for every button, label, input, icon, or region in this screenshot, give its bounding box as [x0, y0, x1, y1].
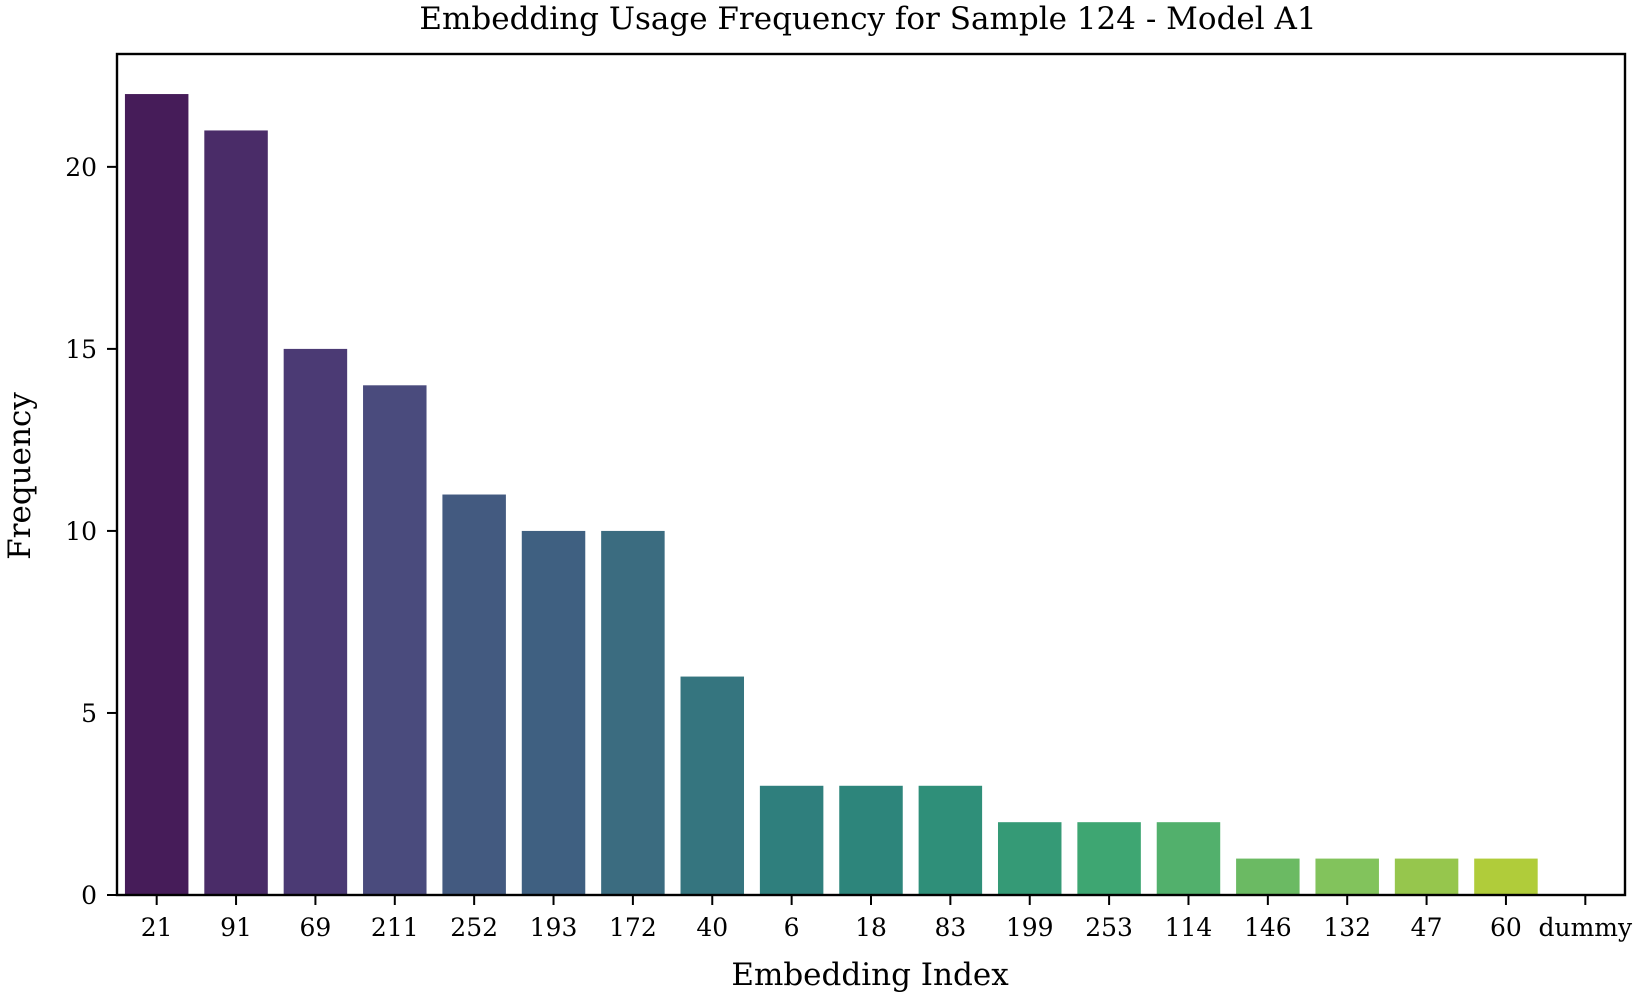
- x-axis: 21 91 69 211 252 193 172 40 6 18 83 199 253 114 146 132…: [141, 895, 1633, 942]
- x-axis-title: Embedding Index: [731, 957, 1009, 993]
- bar-114: [1156, 822, 1221, 895]
- x-tick-label: 132: [1323, 913, 1371, 942]
- bars-group: [124, 94, 1538, 896]
- y-tick-label: 10: [65, 517, 97, 546]
- bar-252: [442, 494, 506, 895]
- x-tick-label: 199: [1006, 913, 1054, 942]
- x-tick-label: 21: [141, 913, 173, 942]
- x-tick-label: 114: [1165, 913, 1213, 942]
- chart-title: Embedding Usage Frequency for Sample 124…: [419, 1, 1316, 37]
- x-tick-label: 83: [934, 913, 966, 942]
- bar-6: [759, 785, 824, 895]
- bar-60: [1474, 858, 1538, 895]
- bar-18: [839, 785, 903, 895]
- x-tick-label: 91: [220, 913, 252, 942]
- x-tick-label: 69: [300, 913, 332, 942]
- bar-253: [1077, 822, 1141, 895]
- bar-193: [521, 530, 586, 895]
- bar-21: [124, 94, 189, 896]
- x-tick-label: dummy: [1538, 913, 1633, 942]
- x-tick-label: 18: [855, 913, 887, 942]
- bar-47: [1394, 858, 1459, 895]
- y-axis: 0 5 10 15 20: [65, 153, 117, 910]
- bar-211: [363, 385, 427, 895]
- y-tick-label: 0: [81, 881, 97, 910]
- plot-frame: [115, 52, 1627, 897]
- x-tick-label: 60: [1490, 913, 1522, 942]
- bar-83: [918, 785, 983, 895]
- x-tick-label: 146: [1244, 913, 1292, 942]
- x-tick-label: 40: [696, 913, 728, 942]
- x-tick-label: 6: [784, 913, 800, 942]
- x-tick-label: 253: [1085, 913, 1133, 942]
- y-tick-label: 5: [81, 699, 97, 728]
- bar-69: [283, 348, 348, 895]
- bar-146: [1236, 858, 1300, 895]
- bar-132: [1315, 858, 1379, 895]
- y-tick-label: 15: [65, 335, 97, 364]
- x-tick-label: 252: [450, 913, 498, 942]
- bar-91: [204, 130, 268, 895]
- y-tick-label: 20: [65, 153, 97, 182]
- bar-199: [997, 822, 1062, 895]
- x-tick-label: 47: [1411, 913, 1443, 942]
- bar-40: [680, 676, 745, 895]
- x-tick-label: 211: [371, 913, 419, 942]
- bar-172: [601, 530, 665, 895]
- y-axis-title: Frequency: [2, 392, 38, 560]
- x-tick-label: 172: [609, 913, 657, 942]
- x-tick-label: 193: [530, 913, 578, 942]
